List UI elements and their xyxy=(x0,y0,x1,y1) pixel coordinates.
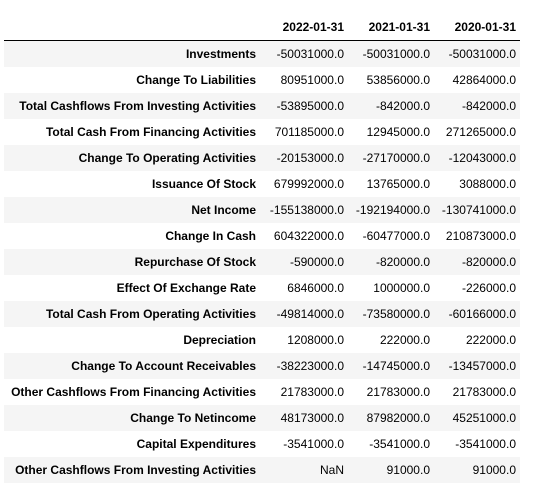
table-row: Change To Account Receivables -38223000.0… xyxy=(4,353,520,379)
row-label: Total Cash From Operating Activities xyxy=(45,307,256,321)
row-label: Change To Liabilities xyxy=(136,73,256,87)
table-row: Total Cashflows From Investing Activitie… xyxy=(4,93,520,119)
cell-value: -50031000.0 xyxy=(362,47,430,61)
row-label: Total Cashflows From Investing Activitie… xyxy=(19,99,256,113)
table-body: Investments -50031000.0 -50031000.0 -500310… xyxy=(4,40,520,483)
table-row: Investments -50031000.0 -50031000.0 -500310… xyxy=(4,40,520,67)
row-label: Net Income xyxy=(191,203,256,217)
dataframe-container: 2022-01-31 2021-01-31 2020-01-31 Investm… xyxy=(4,14,520,483)
header-row: 2022-01-31 2021-01-31 2020-01-31 xyxy=(4,14,520,41)
index-header xyxy=(4,14,260,41)
cell-value: -3541000.0 xyxy=(283,437,344,451)
cell-value: -60166000.0 xyxy=(448,307,516,321)
cell-value: -155138000.0 xyxy=(269,203,344,217)
cashflow-table: 2022-01-31 2021-01-31 2020-01-31 Investm… xyxy=(4,14,520,483)
row-label: Depreciation xyxy=(183,333,256,347)
column-header-2021: 2021-01-31 xyxy=(348,14,434,41)
cell-value: 87982000.0 xyxy=(366,411,430,425)
cell-value: NaN xyxy=(319,463,344,477)
table-row: Issuance Of Stock 679992000.0 13765000.0 30… xyxy=(4,171,520,197)
cell-value: 42864000.0 xyxy=(452,73,516,87)
row-label: Change To Operating Activities xyxy=(78,151,256,165)
cell-value: 222000.0 xyxy=(465,333,516,347)
cell-value: 1208000.0 xyxy=(287,333,344,347)
cell-value: 210873000.0 xyxy=(445,229,516,243)
cell-value: -13457000.0 xyxy=(448,359,516,373)
table-row: Effect Of Exchange Rate 6846000.0 1000000.… xyxy=(4,275,520,301)
row-label: Change In Cash xyxy=(165,229,256,243)
cell-value: -820000.0 xyxy=(375,255,430,269)
cell-value: -3541000.0 xyxy=(369,437,430,451)
cell-value: 91000.0 xyxy=(386,463,430,477)
cell-value: -73580000.0 xyxy=(362,307,430,321)
table-row: Repurchase Of Stock -590000.0 -820000.0 -82… xyxy=(4,249,520,275)
cell-value: -27170000.0 xyxy=(362,151,430,165)
row-label: Change To Account Receivables xyxy=(71,359,256,373)
table-row: Change To Operating Activities -20153000.… xyxy=(4,145,520,171)
cell-value: -842000.0 xyxy=(461,99,516,113)
cell-value: -53895000.0 xyxy=(276,99,344,113)
cell-value: 21783000.0 xyxy=(280,385,344,399)
cell-value: -50031000.0 xyxy=(276,47,344,61)
table-row: Change In Cash 604322000.0 -60477000.0 2108… xyxy=(4,223,520,249)
cell-value: -192194000.0 xyxy=(355,203,430,217)
row-label: Investments xyxy=(185,47,256,61)
cell-value: 80951000.0 xyxy=(280,73,344,87)
cell-value: 1000000.0 xyxy=(373,281,430,295)
cell-value: -60477000.0 xyxy=(362,229,430,243)
row-label: Change To Netincome xyxy=(130,411,256,425)
table-row: Capital Expenditures -3541000.0 -3541000.0… xyxy=(4,431,520,457)
cell-value: 6846000.0 xyxy=(287,281,344,295)
cell-value: 12945000.0 xyxy=(366,125,430,139)
cell-value: 701185000.0 xyxy=(274,125,344,139)
cell-value: -3541000.0 xyxy=(455,437,516,451)
table-row: Total Cash From Financing Activities 7011… xyxy=(4,119,520,145)
table-row: Other Cashflows From Investing Activitie… xyxy=(4,457,520,483)
table-row: Total Cash From Operating Activities -498… xyxy=(4,301,520,327)
column-header-2020: 2020-01-31 xyxy=(434,14,520,41)
cell-value: -820000.0 xyxy=(461,255,516,269)
cell-value: 21783000.0 xyxy=(366,385,430,399)
table-row: Other Cashflows From Financing Activitie… xyxy=(4,379,520,405)
cell-value: 48173000.0 xyxy=(280,411,344,425)
cell-value: -226000.0 xyxy=(461,281,516,295)
table-row: Net Income -155138000.0 -192194000.0 -13074… xyxy=(4,197,520,223)
cell-value: -20153000.0 xyxy=(276,151,344,165)
cell-value: -49814000.0 xyxy=(276,307,344,321)
cell-value: -50031000.0 xyxy=(448,47,516,61)
row-label: Other Cashflows From Financing Activitie… xyxy=(11,385,256,399)
cell-value: 222000.0 xyxy=(379,333,430,347)
cell-value: 271265000.0 xyxy=(445,125,516,139)
cell-value: -12043000.0 xyxy=(448,151,516,165)
row-label: Repurchase Of Stock xyxy=(134,255,256,269)
cell-value: 21783000.0 xyxy=(452,385,516,399)
table-row: Change To Liabilities 80951000.0 53856000.… xyxy=(4,67,520,93)
cell-value: 13765000.0 xyxy=(366,177,430,191)
cell-value: -38223000.0 xyxy=(276,359,344,373)
column-header-2022: 2022-01-31 xyxy=(260,14,348,41)
row-label: Capital Expenditures xyxy=(136,437,256,451)
cell-value: -14745000.0 xyxy=(362,359,430,373)
cell-value: 604322000.0 xyxy=(273,229,344,243)
cell-value: -842000.0 xyxy=(375,99,430,113)
cell-value: 3088000.0 xyxy=(459,177,516,191)
table-row: Change To Netincome 48173000.0 87982000.0 4… xyxy=(4,405,520,431)
row-label: Other Cashflows From Investing Activitie… xyxy=(15,463,256,477)
cell-value: -590000.0 xyxy=(289,255,344,269)
table-header: 2022-01-31 2021-01-31 2020-01-31 xyxy=(4,14,520,41)
row-label: Effect Of Exchange Rate xyxy=(116,281,256,295)
cell-value: 91000.0 xyxy=(472,463,516,477)
cell-value: -130741000.0 xyxy=(441,203,516,217)
row-label: Total Cash From Financing Activities xyxy=(45,125,256,139)
cell-value: 45251000.0 xyxy=(452,411,516,425)
cell-value: 53856000.0 xyxy=(366,73,430,87)
row-label: Issuance Of Stock xyxy=(151,177,256,191)
cell-value: 679992000.0 xyxy=(273,177,344,191)
table-row: Depreciation 1208000.0 222000.0 222000.0 xyxy=(4,327,520,353)
